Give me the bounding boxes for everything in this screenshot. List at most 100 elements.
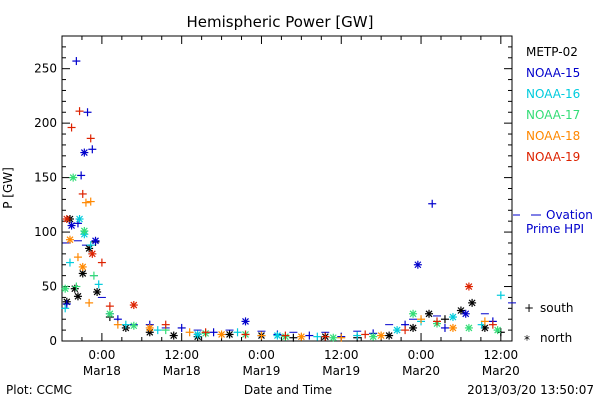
y-tick-label: 250 [34,62,57,76]
legend-entry: NOAA-16 [526,87,580,101]
marker-stroke [170,332,178,339]
plot-frame [61,35,513,342]
legend-ovation: Ovation Prime HPI [513,208,593,236]
marker-stroke [68,222,75,229]
south-marker [73,253,82,262]
marker-stroke [146,324,154,332]
marker-stroke [69,174,77,182]
north-marker [413,260,422,269]
marker-stroke [93,288,101,296]
south-marker [88,145,97,154]
north-marker [425,309,434,318]
y-axis-ticks: 0 50 100 150 200 250 [34,46,512,348]
x-tick-label-date: Mar18 [83,364,121,378]
north-marker [409,323,418,332]
south-marker [281,331,290,340]
north-marker [80,226,89,235]
x-tick-label-time: 12:00 [164,348,199,362]
north-marker [456,306,465,315]
marker-stroke [494,326,502,334]
marker-stroke [80,149,88,156]
marker-stroke [465,324,473,332]
marker-stroke [425,310,433,318]
x-tick-label-time: 0:00 [248,348,275,362]
marker-stroke [377,332,385,339]
south-marker [153,326,162,335]
north-marker [377,331,386,340]
south-marker [417,315,426,324]
legend-entry: NOAA-15 [526,66,580,80]
south-marker [209,328,218,337]
north-marker [61,284,70,293]
south-marker [113,320,122,329]
north-marker [409,309,418,318]
south-marker [305,331,314,340]
marker-stroke [468,299,476,307]
south-marker [185,328,194,337]
marker-stroke [63,215,71,223]
marker-stroke [92,237,99,245]
north-marker [78,262,87,271]
marker-stroke [385,332,393,339]
marker-stroke [462,310,470,318]
y-tick-label: 150 [34,171,57,185]
north-marker [93,287,102,296]
south-marker [241,330,250,339]
x-tick-label-date: Mar19 [322,364,360,378]
y-tick-label: 0 [49,334,57,348]
south-marker [161,320,170,329]
north-marker [297,332,306,341]
north-marker [329,333,338,342]
legend-markers: + south * north [524,301,574,347]
marker-stroke [80,227,88,235]
south-marker [86,197,95,206]
south-marker [337,333,346,342]
north-marker [69,173,78,182]
legend-north-label: north [540,331,572,345]
north-marker [169,331,178,340]
ovation-hpi-series [62,240,516,333]
x-axis-label: Date and Time [244,383,332,397]
north-marker [65,235,74,244]
legend-entry: METP-02 [526,45,578,59]
marker-stroke [74,292,82,300]
chart-title: Hemispheric Power [GW] [187,13,374,31]
y-tick-label: 50 [42,280,57,294]
x-tick-label-time: 12:00 [484,348,519,362]
marker-stroke [76,215,83,223]
marker-stroke [369,333,377,341]
marker-stroke [61,285,69,293]
marker-stroke [194,331,202,338]
south-marker [105,302,114,311]
north-marker [464,282,473,291]
north-marker [468,298,477,307]
legend: METP-02 NOAA-15 NOAA-16 NOAA-17 NOAA-18 NOAA-… [526,45,580,164]
north-marker [225,330,234,339]
x-tick-label-date: Mar20 [402,364,440,378]
x-tick-label-date: Mar19 [243,364,281,378]
north-marker [393,326,402,335]
north-marker [448,313,457,322]
north-marker [193,330,202,339]
north-marker [273,331,282,340]
south-marker [177,323,186,332]
south-marker [94,280,103,289]
north-marker [73,292,82,301]
north-marker [88,249,97,258]
marker-stroke [130,301,138,309]
north-marker [493,326,502,335]
marker-stroke [457,307,465,314]
south-marker [488,320,497,329]
legend-entry: NOAA-19 [526,150,580,164]
south-marker [428,199,437,208]
marker-stroke [414,261,422,269]
marker-stroke [409,310,417,318]
marker-stroke [79,270,87,277]
marker-stroke [88,250,96,258]
marker-stroke [449,324,457,332]
marker-stroke [393,326,401,334]
x-tick-label-date: Mar18 [163,364,201,378]
south-marker [85,298,94,307]
legend-south-symbol: + [524,301,534,315]
south-marker [61,304,70,313]
